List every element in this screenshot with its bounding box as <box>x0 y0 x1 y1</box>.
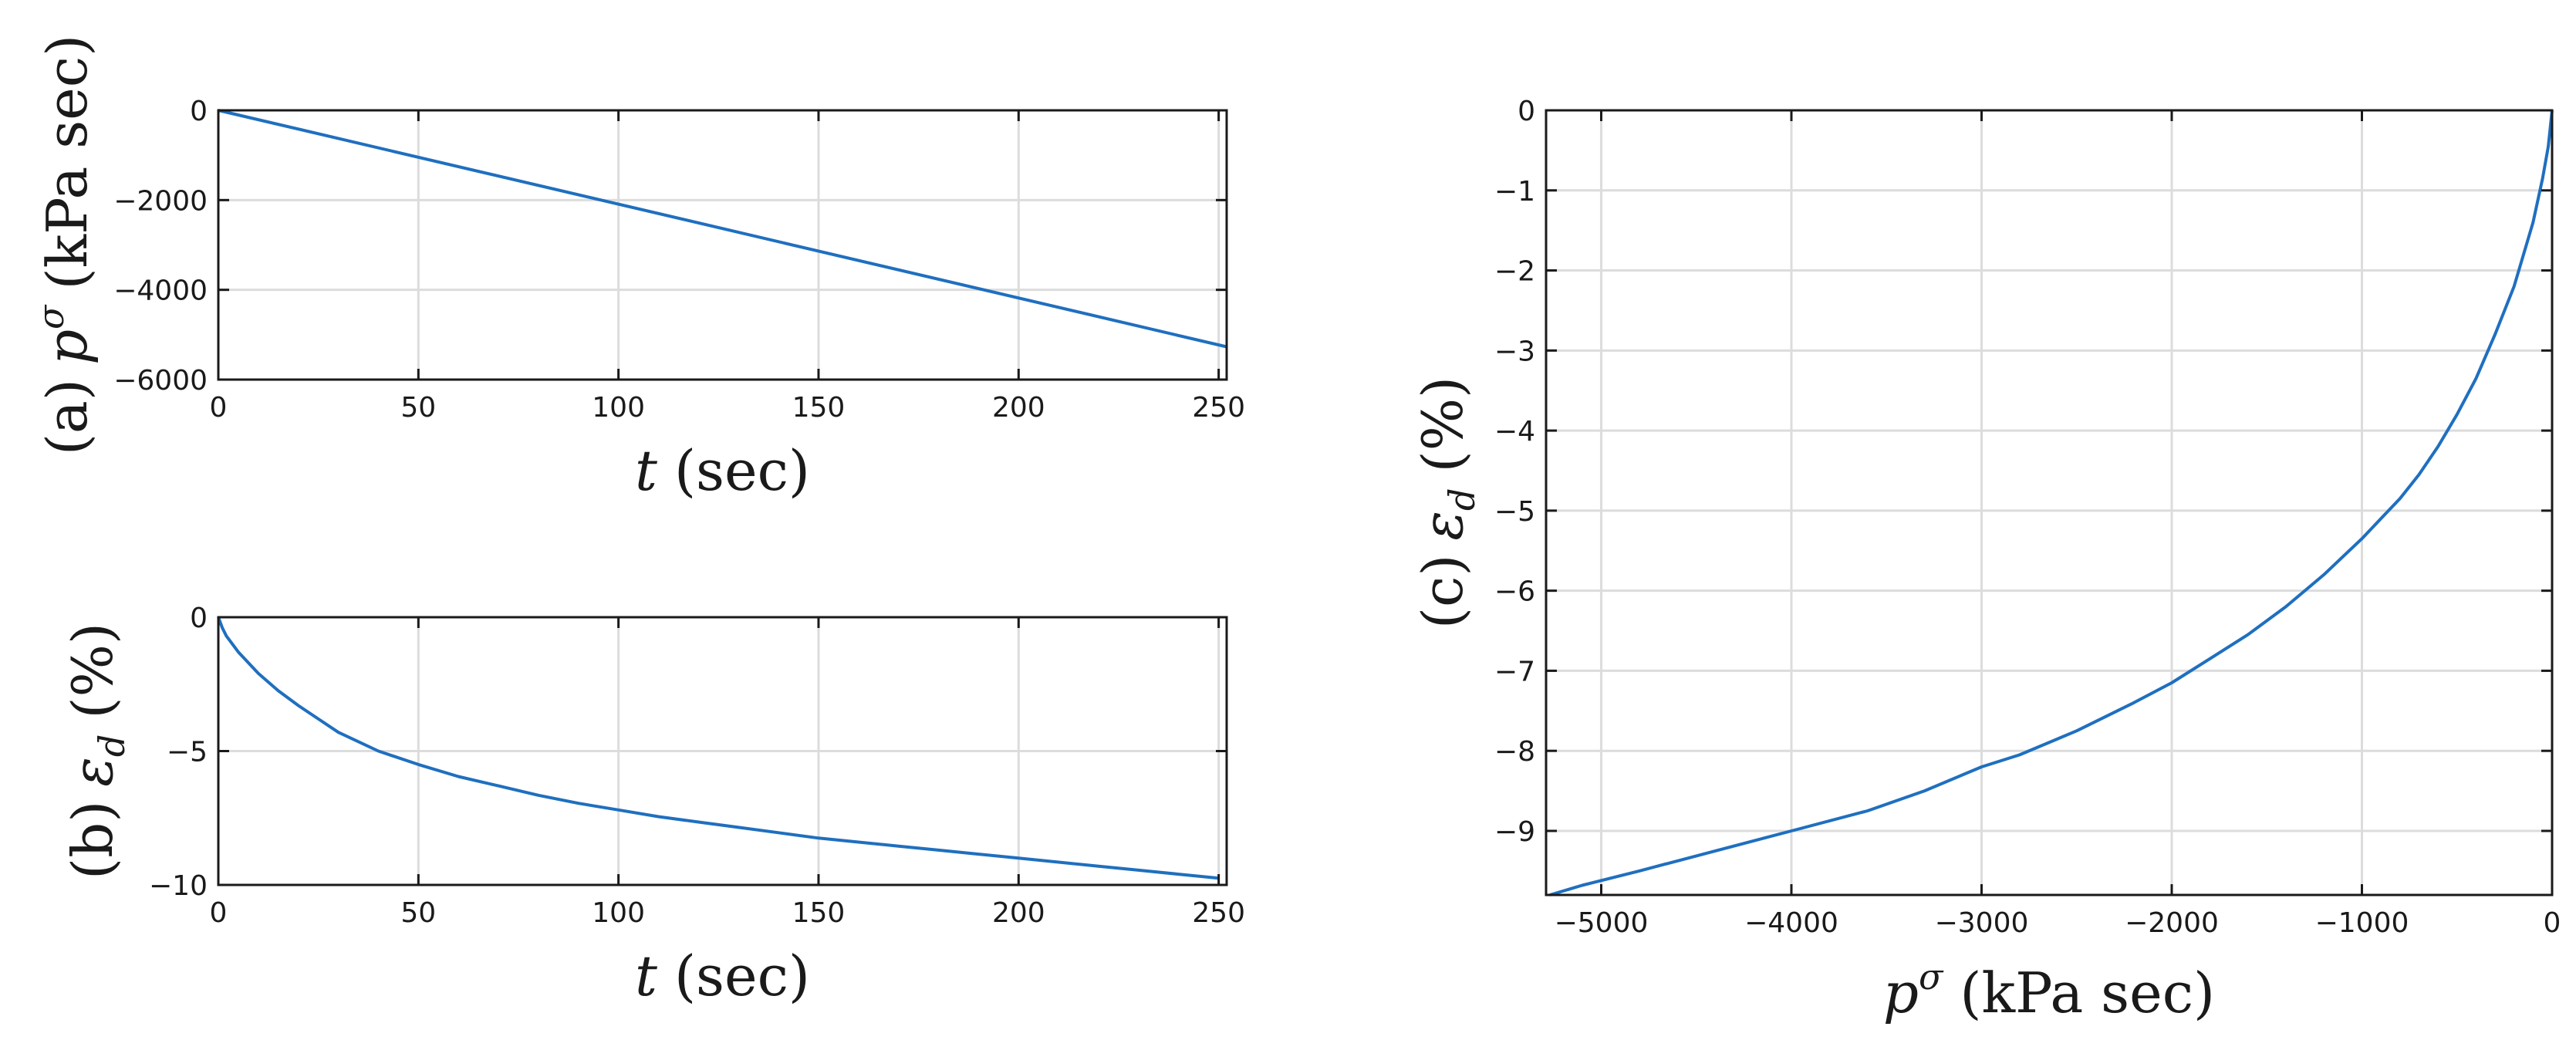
panel-b-chart: 0 50 100 150 200 250 0 −5 −10 t (sec) (b) εd (%) <box>60 603 1245 1008</box>
panel-a-y-tick-label: 0 <box>190 96 208 127</box>
panel-b-x-axis-symbol: t <box>635 944 658 1008</box>
panel-b-y-axis-unit: (%) <box>60 623 125 719</box>
panel-c-y-tick-label: −3 <box>1494 336 1535 367</box>
panel-a-y-axis-superscript: σ <box>30 304 72 329</box>
panel-a-x-tick-label: 100 <box>592 392 645 424</box>
panel-b-x-tick-label: 50 <box>400 897 436 929</box>
panel-b-x-axis-label: t (sec) <box>635 944 810 1008</box>
panel-b-y-axis-prefix: (b) <box>60 801 125 880</box>
panel-a-series-line <box>218 109 1227 349</box>
panel-c-y-axis-symbol: ε <box>1410 511 1475 541</box>
panel-c-x-tick-label: −1000 <box>2315 907 2409 939</box>
panel-c-y-tick-label: −8 <box>1494 736 1535 768</box>
panel-c-y-axis-subscript: d <box>1441 488 1483 510</box>
panel-b-x-tick-label: 200 <box>992 897 1045 929</box>
panel-c-y-tick-label: −7 <box>1494 656 1535 687</box>
panel-c-y-tick-label: −2 <box>1494 256 1535 288</box>
panel-a-x-tick-label: 150 <box>792 392 846 424</box>
panel-c-x-tick-label: −4000 <box>1744 907 1838 939</box>
panel-c-y-axis-label: (c) εd (%) <box>1410 376 1483 629</box>
panel-a-y-tick-label: −4000 <box>113 275 208 307</box>
panel-a-x-axis-label: t (sec) <box>635 438 810 503</box>
panel-b-y-axis-label: (b) εd (%) <box>60 623 133 880</box>
panel-c-series-line <box>1549 110 2554 896</box>
panel-b-y-axis-subscript: d <box>91 734 133 757</box>
panel-a-y-axis-label: (a) pσ (kPa sec) <box>30 35 100 455</box>
panel-a-x-axis-unit: (sec) <box>674 438 810 503</box>
panel-c-y-tick-label: −5 <box>1494 496 1535 528</box>
panel-a-x-tick-label: 250 <box>1192 392 1245 424</box>
panel-b-x-axis-unit: (sec) <box>674 944 810 1008</box>
panel-c-x-tick-label: −2000 <box>2125 907 2219 939</box>
panel-a-x-axis-symbol: t <box>635 438 658 503</box>
panel-c-y-axis-unit: (%) <box>1410 376 1475 473</box>
panel-c-x-tick-label: −5000 <box>1555 907 1649 939</box>
panel-a-x-tick-label: 0 <box>210 392 228 424</box>
panel-c-y-axis-prefix: (c) <box>1410 555 1475 630</box>
panel-a-x-tick-label: 50 <box>400 392 436 424</box>
panel-a-y-axis-symbol: p <box>35 329 100 365</box>
panel-b-y-axis-symbol: ε <box>60 757 125 787</box>
panel-a-chart: 0 50 100 150 200 250 0 −2000 −4000 −6000 t (sec) (a)… <box>30 35 1245 503</box>
panel-b-x-tick-label: 250 <box>1192 897 1245 929</box>
panel-c-x-axis-superscript: σ <box>1919 956 1944 998</box>
panel-c-x-tick-label: −3000 <box>1935 907 2029 939</box>
panel-b-x-tick-label: 100 <box>592 897 645 929</box>
panel-b-x-tick-label: 0 <box>210 897 228 929</box>
panel-a-y-tick-label: −6000 <box>113 365 208 397</box>
panel-a-y-axis-prefix: (a) <box>35 379 100 455</box>
panel-c-axes-frame <box>1545 109 2554 896</box>
panel-a-x-tick-label: 200 <box>992 392 1045 424</box>
panel-c-x-axis-unit: (kPa sec) <box>1960 961 2215 1025</box>
panel-b-y-tick-label: −10 <box>149 870 208 902</box>
panel-a-axes-frame <box>217 109 1228 381</box>
panel-c-x-tick-label: 0 <box>2544 907 2561 939</box>
panel-b-series-line <box>217 616 1219 880</box>
panel-c-chart: −5000 −4000 −3000 −2000 −1000 0 0 −1 −2 −3 −4 −5 −6 −… <box>1410 96 2561 1025</box>
panel-a-y-tick-label: −2000 <box>113 185 208 217</box>
panel-c-y-tick-label: −6 <box>1494 576 1535 608</box>
panel-c-y-tick-label: −9 <box>1494 816 1535 848</box>
panel-b-x-tick-label: 150 <box>792 897 846 929</box>
panel-a-y-axis-unit: (kPa sec) <box>35 35 100 290</box>
panel-b-y-tick-label: −5 <box>167 737 208 768</box>
panel-c-y-tick-label: −4 <box>1494 416 1535 447</box>
panel-c-x-axis-symbol: p <box>1883 961 1919 1025</box>
panel-c-x-axis-label: pσ (kPa sec) <box>1883 956 2215 1025</box>
panel-c-y-tick-label: 0 <box>1518 96 1535 127</box>
panel-b-y-tick-label: 0 <box>190 603 208 634</box>
panel-c-y-tick-label: −1 <box>1494 176 1535 208</box>
